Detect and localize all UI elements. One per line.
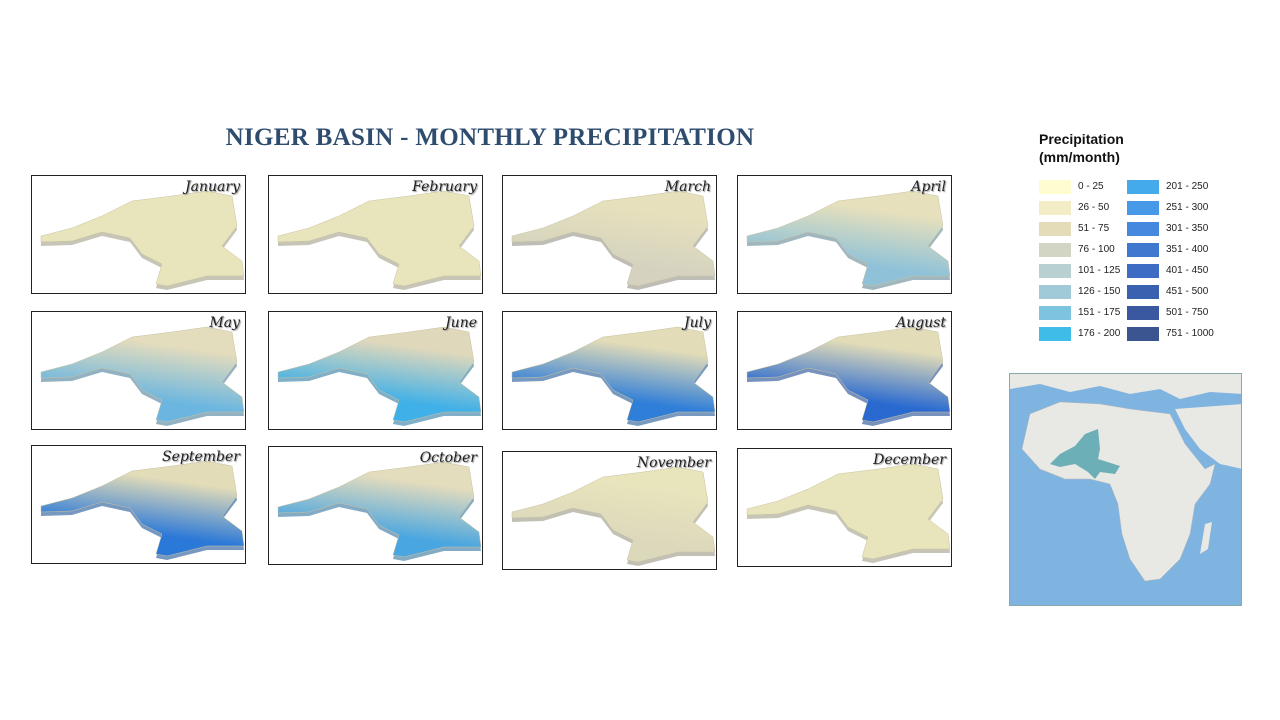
legend-item: 351 - 400 bbox=[1127, 239, 1217, 260]
map-panel-february: February bbox=[268, 175, 483, 294]
arabia-land bbox=[1175, 404, 1241, 469]
legend-label: 151 - 175 bbox=[1078, 307, 1121, 318]
basin-surface bbox=[511, 190, 716, 287]
month-label: November bbox=[636, 455, 711, 471]
map-panel-december: December bbox=[737, 448, 952, 567]
map-panel-april: April bbox=[737, 175, 952, 294]
basin-surface bbox=[746, 326, 951, 423]
month-label: April bbox=[911, 179, 946, 195]
legend-label: 26 - 50 bbox=[1078, 202, 1110, 213]
map-panel-july: July bbox=[502, 311, 717, 430]
legend-swatch bbox=[1039, 326, 1071, 341]
legend-swatch bbox=[1127, 326, 1159, 341]
legend-item: 176 - 200 bbox=[1039, 323, 1127, 344]
legend-item: 401 - 450 bbox=[1127, 260, 1217, 281]
legend-label: 126 - 150 bbox=[1078, 286, 1121, 297]
basin-surface bbox=[511, 466, 716, 563]
basin-surface bbox=[277, 190, 482, 287]
legend-title: Precipitation (mm/month) bbox=[1039, 131, 1124, 165]
legend-swatch bbox=[1039, 221, 1071, 236]
map-panel-june: June bbox=[268, 311, 483, 430]
month-label: June bbox=[445, 315, 477, 331]
basin-surface bbox=[40, 326, 245, 423]
month-label: January bbox=[185, 179, 240, 195]
legend-label: 301 - 350 bbox=[1166, 223, 1209, 234]
month-label: May bbox=[209, 315, 240, 331]
legend-label: 501 - 750 bbox=[1166, 307, 1209, 318]
legend-label: 251 - 300 bbox=[1166, 202, 1209, 213]
africa-locator-map bbox=[1009, 373, 1242, 606]
basin-surface bbox=[40, 460, 245, 557]
legend-swatch bbox=[1127, 179, 1159, 194]
legend-label: 401 - 450 bbox=[1166, 265, 1209, 276]
map-panel-november: November bbox=[502, 451, 717, 570]
legend-swatch bbox=[1127, 284, 1159, 299]
month-label: December bbox=[873, 452, 946, 468]
month-label: August bbox=[896, 315, 946, 331]
legend-label: 51 - 75 bbox=[1078, 223, 1110, 234]
legend-swatch bbox=[1127, 242, 1159, 257]
month-label: July bbox=[683, 315, 711, 331]
legend-swatch bbox=[1039, 305, 1071, 320]
europe-land bbox=[1010, 374, 1241, 399]
map-panel-may: May bbox=[31, 311, 246, 430]
basin-surface bbox=[746, 190, 951, 287]
madagascar-land bbox=[1200, 522, 1212, 554]
legend-swatch bbox=[1039, 263, 1071, 278]
legend-item: 201 - 250 bbox=[1127, 176, 1217, 197]
legend-item: 76 - 100 bbox=[1039, 239, 1127, 260]
basin-surface bbox=[746, 463, 951, 560]
page-title: NIGER BASIN - MONTHLY PRECIPITATION bbox=[225, 124, 755, 151]
legend-swatch bbox=[1039, 200, 1071, 215]
legend-label: 76 - 100 bbox=[1078, 244, 1115, 255]
legend-item: 26 - 50 bbox=[1039, 197, 1127, 218]
legend-swatch bbox=[1127, 200, 1159, 215]
legend-classes: 0 - 25 26 - 50 51 - 75 76 - 100 101 - 125 126… bbox=[1039, 176, 1217, 344]
month-label: February bbox=[412, 179, 477, 195]
basin-surface bbox=[277, 461, 482, 558]
africa-land bbox=[1021, 401, 1216, 582]
legend-swatch bbox=[1127, 305, 1159, 320]
legend-item: 0 - 25 bbox=[1039, 176, 1127, 197]
basin-surface bbox=[40, 190, 245, 287]
legend-swatch bbox=[1127, 263, 1159, 278]
legend-item: 501 - 750 bbox=[1127, 302, 1217, 323]
legend-item: 101 - 125 bbox=[1039, 260, 1127, 281]
legend-item: 51 - 75 bbox=[1039, 218, 1127, 239]
map-panel-october: October bbox=[268, 446, 483, 565]
legend-item: 151 - 175 bbox=[1039, 302, 1127, 323]
month-label: September bbox=[162, 449, 240, 465]
legend-swatch bbox=[1039, 284, 1071, 299]
legend-label: 351 - 400 bbox=[1166, 244, 1209, 255]
legend-swatch bbox=[1039, 179, 1071, 194]
legend-swatch bbox=[1039, 242, 1071, 257]
map-panel-march: March bbox=[502, 175, 717, 294]
legend-swatch bbox=[1127, 221, 1159, 236]
legend-item: 251 - 300 bbox=[1127, 197, 1217, 218]
basin-surface bbox=[277, 326, 482, 423]
legend-item: 301 - 350 bbox=[1127, 218, 1217, 239]
legend-item: 751 - 1000 bbox=[1127, 323, 1217, 344]
legend-item: 451 - 500 bbox=[1127, 281, 1217, 302]
map-panel-september: September bbox=[31, 445, 246, 564]
legend-label: 176 - 200 bbox=[1078, 328, 1121, 339]
map-panel-august: August bbox=[737, 311, 952, 430]
map-panel-january: January bbox=[31, 175, 246, 294]
month-label: March bbox=[664, 179, 711, 195]
month-label: October bbox=[419, 450, 477, 466]
legend: Precipitation (mm/month) 0 - 25 26 - 50 51 … bbox=[1039, 130, 1217, 344]
legend-label: 451 - 500 bbox=[1166, 286, 1209, 297]
legend-label: 101 - 125 bbox=[1078, 265, 1121, 276]
legend-label: 201 - 250 bbox=[1166, 181, 1209, 192]
basin-surface bbox=[511, 326, 716, 423]
niger-basin-highlight bbox=[1050, 429, 1120, 479]
legend-label: 0 - 25 bbox=[1078, 181, 1104, 192]
legend-label: 751 - 1000 bbox=[1166, 328, 1214, 339]
legend-item: 126 - 150 bbox=[1039, 281, 1127, 302]
